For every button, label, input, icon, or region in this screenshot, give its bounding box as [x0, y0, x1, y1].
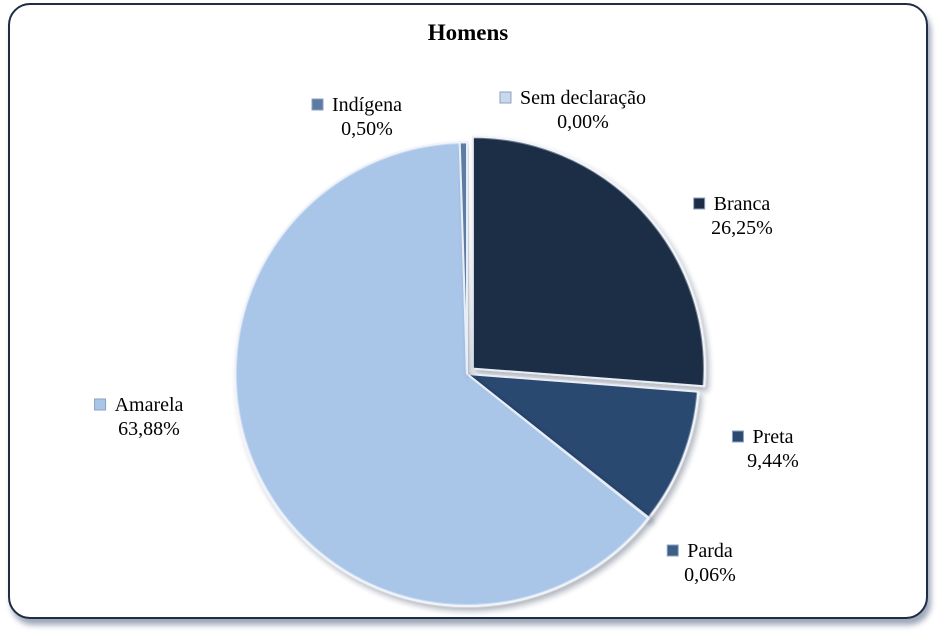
data-label-value: 0,06% — [684, 564, 736, 586]
data-label-value: 0,50% — [341, 118, 393, 140]
legend-key-swatch — [666, 544, 679, 557]
legend-key-swatch — [731, 430, 744, 443]
legend-key-swatch — [693, 197, 706, 210]
data-label-value: 0,00% — [557, 111, 609, 133]
data-label-category: Preta — [752, 426, 793, 448]
data-label-category: Branca — [714, 193, 771, 215]
pie-slice-bevel-preta — [647, 391, 701, 520]
data-label-category: Parda — [687, 540, 733, 562]
legend-key-swatch — [311, 98, 324, 111]
pie-slice-preta — [463, 372, 700, 520]
data-label-category: Indígena — [332, 94, 402, 116]
pie-slice-indigena — [458, 140, 468, 375]
pie-slice-amarela — [234, 141, 650, 607]
pie-slice-bevel-branca — [472, 134, 707, 387]
legend-key-swatch — [94, 398, 107, 411]
data-label-value: 9,44% — [747, 450, 799, 472]
pie-slice-bevel-amarela — [233, 140, 651, 608]
pie-slices — [233, 134, 707, 608]
pie-slice-branca — [471, 135, 706, 388]
data-label-category: Amarela — [115, 394, 184, 416]
chart-title: Homens — [428, 20, 509, 45]
legend-key-swatch — [499, 91, 512, 104]
data-label-value: 63,88% — [118, 418, 180, 440]
data-label-value: 26,25% — [711, 217, 773, 239]
data-label-category: Sem declaração — [520, 87, 646, 109]
